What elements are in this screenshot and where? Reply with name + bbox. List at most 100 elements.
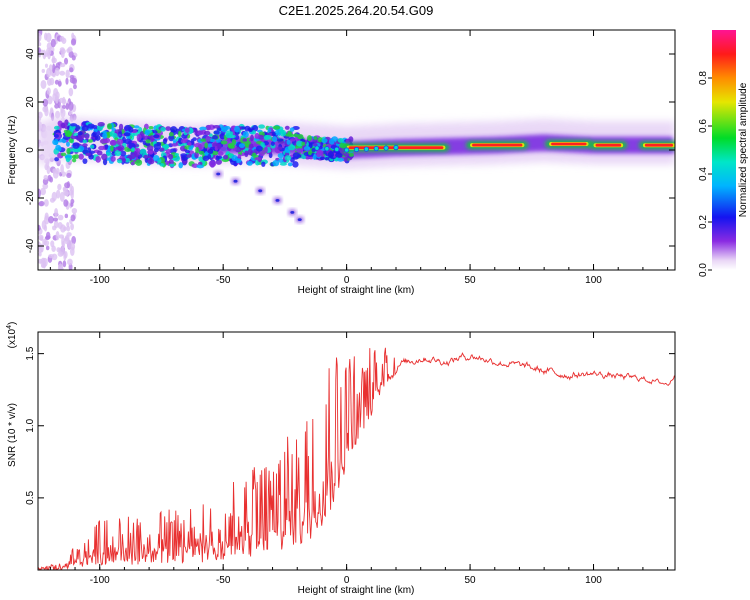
noise-blob xyxy=(52,217,59,222)
spec-blob xyxy=(184,127,190,134)
spec-blob xyxy=(118,123,124,131)
noise-blob xyxy=(55,189,61,199)
spec-blob xyxy=(321,138,328,144)
noise-blob xyxy=(60,164,64,175)
noise-blob xyxy=(59,266,64,270)
spec-blob xyxy=(277,146,283,150)
spec-blob xyxy=(174,152,180,157)
colorbar-tick-label: 0.8 xyxy=(698,71,709,85)
spec-blob xyxy=(289,138,296,142)
spec-blob xyxy=(196,130,204,136)
spec-blob xyxy=(186,154,192,158)
noise-blob xyxy=(57,251,64,257)
spectrogram-ytick-label: 20 xyxy=(25,96,36,108)
spec-blob xyxy=(225,132,233,138)
spec-blob xyxy=(146,145,154,152)
spec-blob xyxy=(153,134,160,139)
spec-blob xyxy=(272,136,278,143)
spec-blob xyxy=(160,126,166,132)
snr-ylabel: SNR (10 * v/v) xyxy=(7,403,18,467)
spec-blob xyxy=(312,153,317,160)
spec-blob xyxy=(159,163,165,167)
spec-blob xyxy=(102,132,108,140)
spec-blob xyxy=(231,138,237,146)
spec-blob xyxy=(61,122,66,129)
spec-blob xyxy=(312,138,320,143)
secondary-trace-core xyxy=(216,172,221,176)
spec-blob xyxy=(97,121,105,127)
colorbar-tick-label: 0.2 xyxy=(698,215,709,229)
snr-xlabel: Height of straight line (km) xyxy=(298,585,415,596)
noise-blob xyxy=(52,63,56,74)
noise-blob xyxy=(38,224,41,231)
noise-blob xyxy=(54,67,60,77)
spec-blob xyxy=(337,157,345,162)
noise-blob xyxy=(68,87,74,97)
noise-blob xyxy=(38,200,45,207)
spec-bead xyxy=(373,145,379,152)
spec-blob xyxy=(135,159,143,166)
noise-blob xyxy=(60,108,66,118)
noise-blob xyxy=(65,102,69,110)
spec-blob xyxy=(65,157,71,163)
noise-blob xyxy=(57,183,62,191)
spec-blob xyxy=(228,144,235,149)
snr-yscale: (x104) xyxy=(6,322,18,349)
snr-yscale-base: (x10 xyxy=(7,328,18,348)
spec-blob xyxy=(296,140,304,147)
noise-blob xyxy=(69,74,75,79)
noise-blob xyxy=(61,240,66,249)
spectrogram-ticks: -100 -50 0 50 100 -40 -20 0 20 40 xyxy=(25,30,675,286)
spec-blob xyxy=(60,152,67,157)
spec-blob xyxy=(82,158,88,164)
spec-blob xyxy=(252,143,259,147)
noise-blob xyxy=(59,191,65,202)
spec-bead xyxy=(314,145,320,151)
noise-blob xyxy=(40,79,47,89)
spec-blob xyxy=(54,138,59,146)
noise-blob xyxy=(41,68,46,73)
spec-blob xyxy=(278,158,285,164)
spec-blob xyxy=(297,133,304,140)
spec-blob xyxy=(53,134,59,138)
spec-blob xyxy=(244,150,249,158)
spec-blob xyxy=(163,144,170,149)
spec-bead xyxy=(324,146,330,152)
spec-blob xyxy=(272,159,280,167)
spec-blob xyxy=(181,155,188,161)
noise-blob xyxy=(64,213,69,219)
spectrogram-xtick-label: 100 xyxy=(585,275,602,286)
spec-blob xyxy=(94,135,101,141)
spec-blob xyxy=(284,125,290,130)
noise-blob xyxy=(69,67,74,73)
chart-title: C2E1.2025.264.20.54.G09 xyxy=(279,3,434,18)
snr-ytick-label: 0.5 xyxy=(25,490,36,504)
noise-blob xyxy=(43,52,49,57)
noise-blob xyxy=(45,245,50,251)
spec-blob xyxy=(348,136,354,143)
spec-blob xyxy=(180,153,188,157)
noise-blob xyxy=(63,57,69,65)
spec-blob xyxy=(293,133,299,138)
snr-xtick-label: 50 xyxy=(465,575,477,586)
spectrogram-panel: -100 -50 0 50 100 -40 -20 0 20 40 Height of strai… xyxy=(7,29,676,296)
spec-blob xyxy=(85,152,92,157)
spec-blob xyxy=(168,134,175,142)
noise-blob xyxy=(42,183,49,190)
noise-blob xyxy=(50,38,56,48)
snr-xtick-label: -100 xyxy=(90,575,110,586)
spec-blob xyxy=(337,137,344,143)
noise-blob xyxy=(47,174,52,182)
spec-blob xyxy=(258,124,265,129)
spec-blob xyxy=(128,126,134,133)
spec-blob xyxy=(232,147,237,151)
secondary-trace-core xyxy=(297,218,302,222)
noise-blob xyxy=(49,197,56,203)
spec-blob xyxy=(208,160,217,168)
noise-blob xyxy=(57,222,63,230)
spec-blob xyxy=(148,126,154,130)
spec-blob xyxy=(72,158,77,163)
spec-blob xyxy=(178,162,183,169)
secondary-trace-core xyxy=(258,189,263,193)
